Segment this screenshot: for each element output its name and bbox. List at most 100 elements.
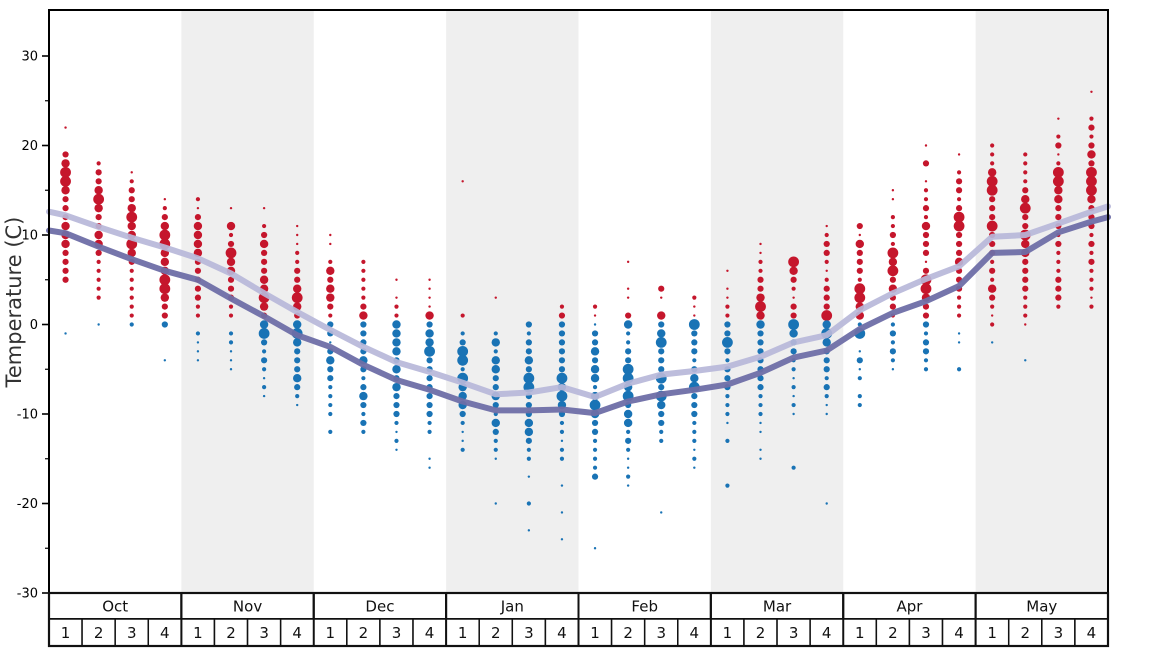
temp-dot-red bbox=[293, 284, 302, 293]
temp-dot-red bbox=[1022, 285, 1029, 292]
temp-dot-red bbox=[261, 258, 268, 265]
temp-dot-red bbox=[889, 276, 896, 283]
temp-dot-blue bbox=[196, 359, 200, 362]
temp-dot-blue bbox=[691, 401, 698, 409]
temp-dot-blue bbox=[590, 374, 600, 383]
temp-dot-red bbox=[990, 314, 994, 317]
temp-dot-red bbox=[990, 277, 995, 282]
temp-dot-red bbox=[494, 296, 497, 299]
temp-dot-red bbox=[858, 233, 861, 237]
temp-dot-blue bbox=[229, 350, 233, 353]
temp-dot-red bbox=[625, 312, 632, 319]
temp-dot-red bbox=[693, 314, 696, 317]
week-label: 4 bbox=[557, 624, 567, 642]
temp-dot-red bbox=[193, 239, 203, 249]
temp-dot-blue bbox=[261, 339, 268, 346]
temp-dot-red bbox=[1024, 323, 1027, 326]
temp-dot-red bbox=[922, 312, 930, 319]
temp-dot-red bbox=[856, 267, 863, 274]
temp-dot-blue bbox=[461, 439, 464, 443]
temp-dot-blue bbox=[196, 350, 200, 353]
temp-dot-red bbox=[1023, 161, 1028, 166]
week-label: 3 bbox=[789, 624, 799, 642]
temp-dot-blue bbox=[327, 366, 334, 373]
temp-dot-red bbox=[163, 198, 167, 201]
temp-dot-red bbox=[987, 168, 997, 177]
temp-dot-blue bbox=[591, 428, 599, 435]
temp-dot-blue bbox=[625, 357, 632, 364]
temp-dot-blue bbox=[492, 384, 499, 391]
temp-dot-red bbox=[64, 126, 67, 129]
temp-dot-red bbox=[193, 221, 203, 231]
temp-dot-blue bbox=[890, 340, 895, 345]
temp-dot-red bbox=[692, 295, 697, 300]
temp-dot-blue bbox=[494, 502, 497, 505]
temp-dot-red bbox=[130, 171, 133, 174]
temp-dot-blue bbox=[1024, 359, 1027, 362]
temp-dot-red bbox=[359, 311, 368, 320]
temp-dot-blue bbox=[228, 331, 234, 336]
temp-dot-red bbox=[95, 214, 102, 221]
temp-dot-red bbox=[329, 233, 332, 237]
week-label: 4 bbox=[822, 624, 832, 642]
temp-dot-blue bbox=[858, 368, 861, 371]
temp-dot-blue bbox=[660, 511, 663, 514]
temp-dot-red bbox=[891, 198, 895, 201]
week-label: 2 bbox=[491, 624, 501, 642]
temp-dot-red bbox=[1052, 166, 1064, 178]
temp-dot-blue bbox=[493, 331, 498, 336]
temp-dot-blue bbox=[524, 427, 534, 437]
temp-dot-red bbox=[1057, 153, 1060, 156]
temp-dot-red bbox=[825, 224, 828, 228]
temp-dot-blue bbox=[857, 376, 862, 381]
temp-dot-red bbox=[295, 250, 300, 255]
temp-dot-blue bbox=[460, 420, 465, 426]
week-label: 3 bbox=[392, 624, 402, 642]
temp-dot-blue bbox=[692, 438, 697, 443]
temp-dot-blue bbox=[64, 332, 67, 335]
temp-dot-red bbox=[990, 152, 995, 157]
temp-dot-red bbox=[295, 259, 300, 264]
temp-dot-blue bbox=[593, 547, 597, 550]
temp-dot-blue bbox=[758, 402, 763, 408]
week-cell bbox=[213, 618, 249, 647]
temp-dot-red bbox=[259, 275, 269, 284]
temp-dot-blue bbox=[626, 331, 631, 336]
temp-dot-blue bbox=[626, 429, 631, 434]
temp-dot-blue bbox=[757, 384, 764, 391]
temp-dot-red bbox=[825, 269, 828, 272]
temp-dot-red bbox=[989, 267, 996, 274]
temp-dot-blue bbox=[591, 357, 599, 364]
temp-dot-red bbox=[95, 178, 102, 185]
temp-dot-blue bbox=[457, 345, 469, 357]
temp-dot-blue bbox=[259, 320, 269, 329]
temp-dot-blue bbox=[591, 339, 599, 346]
temp-dot-red bbox=[857, 277, 862, 282]
temp-dot-blue bbox=[591, 473, 599, 480]
temp-dot-red bbox=[1021, 239, 1030, 249]
temp-dot-red bbox=[890, 215, 895, 220]
temp-dot-red bbox=[128, 187, 135, 194]
temp-dot-red bbox=[127, 248, 136, 258]
temp-dot-blue bbox=[296, 403, 299, 407]
temp-dot-red bbox=[1056, 134, 1061, 139]
temp-dot-blue bbox=[525, 437, 532, 444]
temp-dot-red bbox=[195, 304, 201, 309]
temp-dot-red bbox=[1023, 313, 1028, 318]
temp-dot-red bbox=[1055, 214, 1062, 221]
temp-dot-red bbox=[823, 285, 830, 292]
temp-dot-blue bbox=[626, 447, 631, 452]
temp-dot-red bbox=[428, 305, 431, 308]
temp-dot-blue bbox=[427, 420, 432, 426]
temp-dot-blue bbox=[591, 330, 599, 337]
week-label: 2 bbox=[94, 624, 104, 642]
temp-dot-red bbox=[792, 296, 795, 299]
y-tick-label: -30 bbox=[17, 587, 38, 602]
temp-dot-blue bbox=[97, 323, 100, 326]
temp-dot-red bbox=[1090, 296, 1093, 299]
temp-dot-blue bbox=[460, 367, 465, 372]
temp-dot-red bbox=[1056, 304, 1061, 309]
temp-dot-blue bbox=[791, 385, 796, 390]
week-label: 1 bbox=[61, 624, 71, 642]
week-cell bbox=[346, 618, 381, 647]
